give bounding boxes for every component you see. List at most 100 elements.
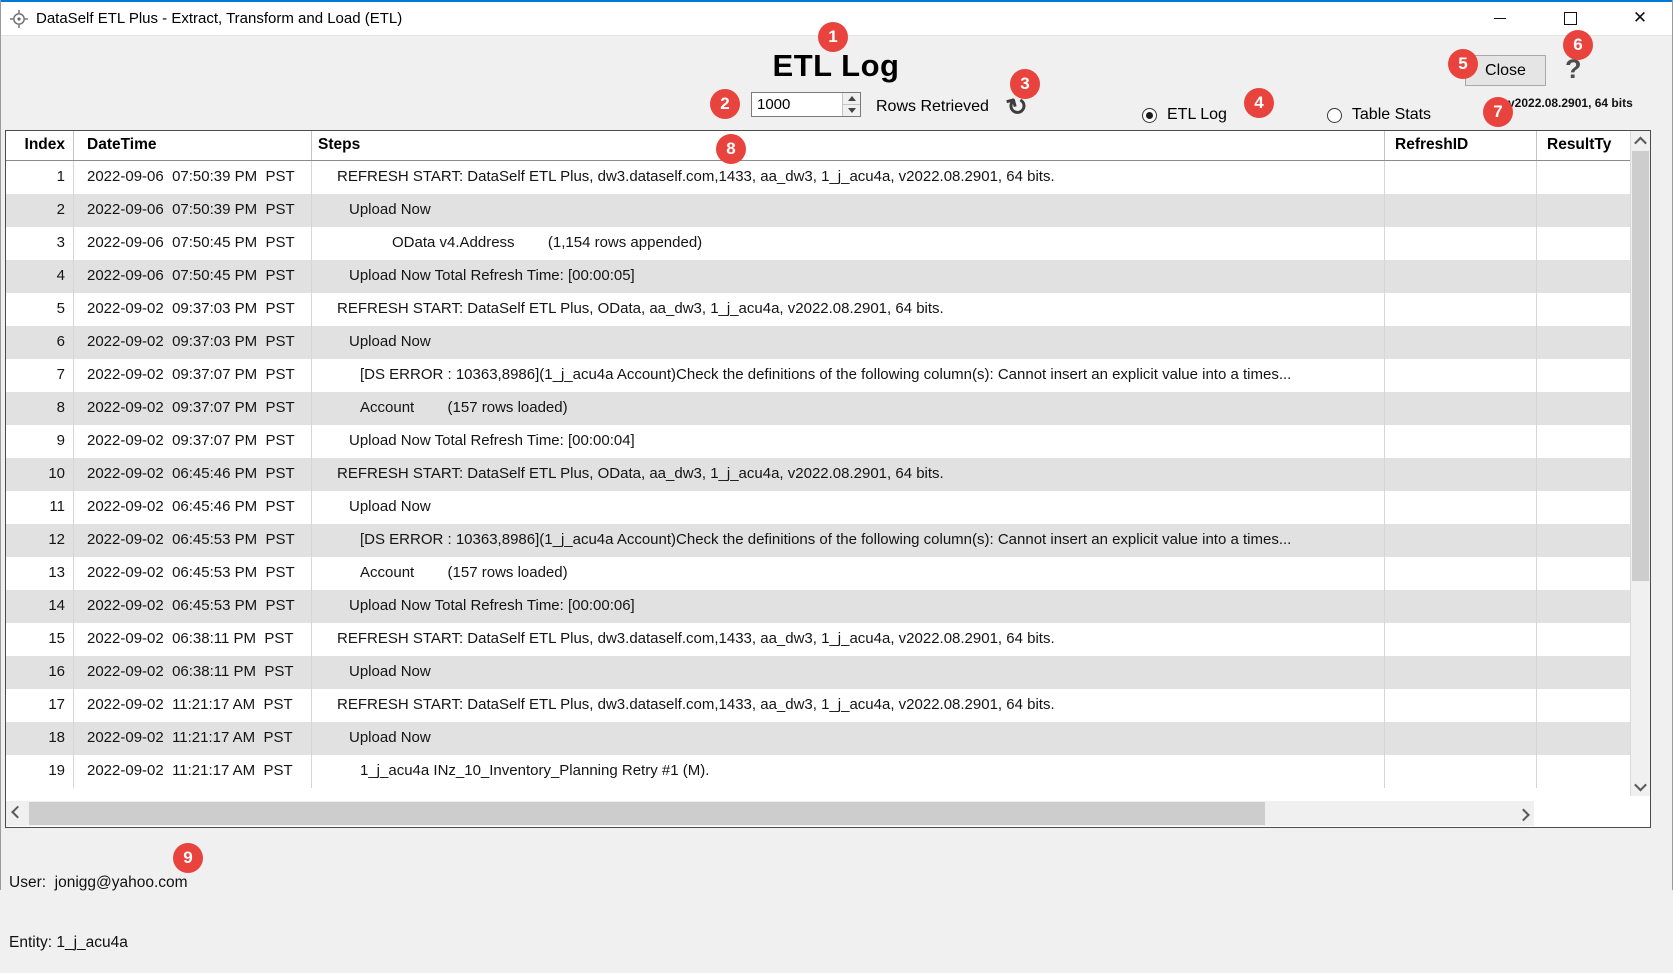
horizontal-scrollbar[interactable] (6, 801, 1534, 826)
table-row[interactable]: 19 2022-09-02 11:21:17 AM PST 1_j_acu4a IN… (6, 755, 1650, 788)
scroll-right-button[interactable] (1512, 801, 1534, 826)
radio-table-stats[interactable] (1326, 107, 1342, 123)
rows-retrieved-spinner[interactable]: 1000 (751, 92, 861, 117)
cell-steps: REFRESH START: DataSelf ETL Plus, dw3.da… (312, 689, 1385, 722)
maximize-icon (1563, 11, 1577, 25)
table-row[interactable]: 1 2022-09-06 07:50:39 PM PST REFRESH START… (6, 161, 1650, 194)
cell-index: 18 (6, 722, 74, 755)
status-area: User: jonigg@yahoo.com Entity: 1_j_acu4a (9, 833, 188, 973)
cell-datetime: 2022-09-06 07:50:45 PM PST (74, 260, 312, 293)
table-row[interactable]: 12 2022-09-02 06:45:53 PM PST [DS ERROR : … (6, 524, 1650, 557)
cell-index: 15 (6, 623, 74, 656)
maximize-button[interactable] (1547, 2, 1593, 34)
table-row[interactable]: 7 2022-09-02 09:37:07 PM PST [DS ERROR : 1… (6, 359, 1650, 392)
cell-steps: REFRESH START: DataSelf ETL Plus, dw3.da… (312, 161, 1385, 194)
down-arrow-icon (847, 108, 856, 113)
cell-datetime: 2022-09-06 07:50:45 PM PST (74, 227, 312, 260)
cell-refreshid (1385, 722, 1537, 755)
table-row[interactable]: 6 2022-09-02 09:37:03 PM PST Upload Now (6, 326, 1650, 359)
cell-datetime: 2022-09-02 09:37:07 PM PST (74, 392, 312, 425)
cell-datetime: 2022-09-02 06:45:46 PM PST (74, 491, 312, 524)
radio-table-stats-label[interactable]: Table Stats (1351, 106, 1432, 123)
cell-refreshid (1385, 161, 1537, 194)
radio-etl-log[interactable] (1142, 107, 1157, 123)
horizontal-scrollbar-thumb[interactable] (29, 802, 1265, 825)
chevron-right-icon (1516, 808, 1530, 822)
scroll-down-button[interactable] (1631, 777, 1650, 795)
cell-refreshid (1385, 425, 1537, 458)
cell-index: 8 (6, 392, 74, 425)
help-button[interactable]: ? (1565, 54, 1582, 84)
vertical-scrollbar-thumb[interactable] (1632, 151, 1649, 581)
grid-header-row: Index DateTime Steps RefreshID ResultTy (6, 131, 1650, 161)
cell-steps: Upload Now (312, 491, 1385, 524)
cell-index: 5 (6, 293, 74, 326)
log-view-radio-group: ETL Log Table Stats (1142, 106, 1431, 124)
spinner-down-button[interactable] (843, 105, 860, 116)
table-row[interactable]: 3 2022-09-06 07:50:45 PM PST OData v4.Addr… (6, 227, 1650, 260)
table-row[interactable]: 5 2022-09-02 09:37:03 PM PST REFRESH START… (6, 293, 1650, 326)
cell-datetime: 2022-09-06 07:50:39 PM PST (74, 161, 312, 194)
cell-datetime: 2022-09-02 06:38:11 PM PST (74, 623, 312, 656)
cell-datetime: 2022-09-02 06:45:53 PM PST (74, 590, 312, 623)
cell-index: 2 (6, 194, 74, 227)
cell-refreshid (1385, 689, 1537, 722)
column-header-index[interactable]: Index (6, 131, 74, 160)
cell-refreshid (1385, 590, 1537, 623)
cell-index: 17 (6, 689, 74, 722)
annotation-badge-6: 6 (1563, 30, 1593, 60)
column-header-steps[interactable]: Steps (312, 131, 1385, 160)
cell-index: 19 (6, 755, 74, 788)
column-header-datetime[interactable]: DateTime (74, 131, 312, 160)
table-row[interactable]: 16 2022-09-02 06:38:11 PM PST Upload Now (6, 656, 1650, 689)
cell-index: 6 (6, 326, 74, 359)
rows-retrieved-input[interactable]: 1000 (757, 96, 791, 113)
vertical-scrollbar[interactable] (1630, 131, 1650, 796)
table-row[interactable]: 14 2022-09-02 06:45:53 PM PST Upload Now T… (6, 590, 1650, 623)
cell-index: 14 (6, 590, 74, 623)
cell-refreshid (1385, 326, 1537, 359)
table-row[interactable]: 2 2022-09-06 07:50:39 PM PST Upload Now (6, 194, 1650, 227)
table-row[interactable]: 13 2022-09-02 06:45:53 PM PST Account (157… (6, 557, 1650, 590)
column-header-refreshid[interactable]: RefreshID (1385, 131, 1537, 160)
table-row[interactable]: 9 2022-09-02 09:37:07 PM PST Upload Now To… (6, 425, 1650, 458)
annotation-badge-9: 9 (173, 843, 203, 873)
cell-steps: [DS ERROR : 10363,8986](1_j_acu4a Accoun… (312, 524, 1385, 557)
window-accent-border (1, 0, 1672, 2)
scroll-left-button[interactable] (6, 801, 28, 826)
cell-refreshid (1385, 458, 1537, 491)
cell-datetime: 2022-09-02 06:45:46 PM PST (74, 458, 312, 491)
table-row[interactable]: 17 2022-09-02 11:21:17 AM PST REFRESH STAR… (6, 689, 1650, 722)
table-row[interactable]: 4 2022-09-06 07:50:45 PM PST Upload Now To… (6, 260, 1650, 293)
radio-etl-log-label[interactable]: ETL Log (1167, 106, 1227, 123)
cell-refreshid (1385, 491, 1537, 524)
spinner-up-button[interactable] (843, 93, 860, 105)
cell-refreshid (1385, 755, 1537, 788)
cell-index: 11 (6, 491, 74, 524)
scroll-up-button[interactable] (1631, 132, 1650, 150)
close-window-button[interactable]: ✕ (1617, 2, 1663, 34)
cell-index: 13 (6, 557, 74, 590)
close-button[interactable]: Close (1465, 55, 1546, 86)
cell-steps: [DS ERROR : 10363,8986](1_j_acu4a Accoun… (312, 359, 1385, 392)
table-row[interactable]: 11 2022-09-02 06:45:46 PM PST Upload Now (6, 491, 1650, 524)
table-row[interactable]: 18 2022-09-02 11:21:17 AM PST Upload Now (6, 722, 1650, 755)
cell-refreshid (1385, 194, 1537, 227)
grid-body: 1 2022-09-06 07:50:39 PM PST REFRESH START… (6, 161, 1650, 788)
status-entity: Entity: 1_j_acu4a (9, 934, 128, 951)
cell-refreshid (1385, 656, 1537, 689)
cell-refreshid (1385, 524, 1537, 557)
cell-refreshid (1385, 623, 1537, 656)
annotation-badge-8: 8 (716, 134, 746, 164)
table-row[interactable]: 8 2022-09-02 09:37:07 PM PST Account (157 … (6, 392, 1650, 425)
minimize-button[interactable] (1477, 2, 1523, 34)
cell-index: 16 (6, 656, 74, 689)
table-row[interactable]: 10 2022-09-02 06:45:46 PM PST REFRESH STAR… (6, 458, 1650, 491)
minimize-icon (1494, 17, 1506, 19)
annotation-badge-1: 1 (818, 22, 848, 52)
version-label: v2022.08.2901, 64 bits (1508, 96, 1633, 110)
cell-datetime: 2022-09-02 11:21:17 AM PST (74, 689, 312, 722)
cell-steps: Account (157 rows loaded) (312, 557, 1385, 590)
table-row[interactable]: 15 2022-09-02 06:38:11 PM PST REFRESH STAR… (6, 623, 1650, 656)
status-user: User: jonigg@yahoo.com (9, 874, 188, 891)
